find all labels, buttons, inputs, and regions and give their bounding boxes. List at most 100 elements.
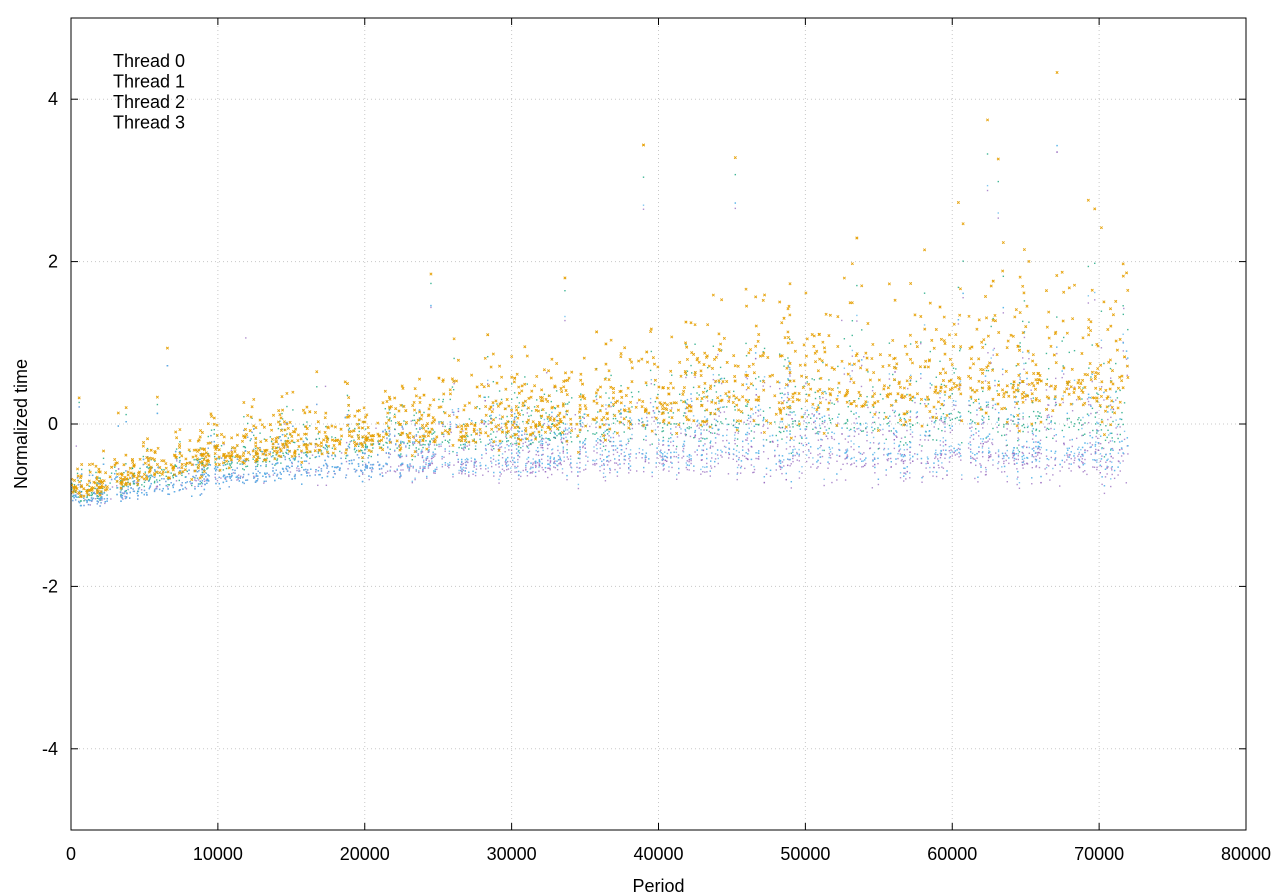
data-point <box>149 485 152 487</box>
data-point <box>909 416 912 418</box>
data-point <box>565 440 567 443</box>
data-point <box>1103 362 1105 365</box>
data-point <box>827 467 829 469</box>
data-point <box>898 450 900 453</box>
data-point <box>169 478 171 480</box>
data-point <box>473 440 475 442</box>
data-point <box>708 430 710 433</box>
data-point <box>642 449 644 451</box>
data-point <box>1081 458 1084 460</box>
data-point <box>213 445 215 447</box>
data-point <box>769 475 772 477</box>
data-point <box>579 450 581 453</box>
data-point <box>393 434 396 437</box>
data-point <box>1127 453 1129 455</box>
data-point <box>706 389 709 392</box>
data-point <box>448 452 451 455</box>
data-point <box>139 475 141 477</box>
data-point <box>911 436 914 438</box>
data-point <box>919 434 922 436</box>
data-point <box>982 422 984 424</box>
data-point <box>1096 392 1098 394</box>
data-point <box>480 422 483 424</box>
data-point <box>347 468 349 470</box>
data-point <box>480 467 482 470</box>
data-point <box>158 488 161 491</box>
data-point <box>276 475 278 477</box>
data-point <box>747 414 750 417</box>
data-point <box>985 369 988 372</box>
data-point <box>1102 447 1105 450</box>
data-point <box>678 422 681 424</box>
data-point <box>624 459 627 461</box>
data-point <box>787 391 789 394</box>
data-point <box>863 356 865 358</box>
data-point <box>714 465 716 468</box>
data-point <box>579 420 581 423</box>
data-point <box>100 502 102 504</box>
data-point <box>690 455 692 457</box>
data-point <box>195 458 197 461</box>
data-point <box>456 454 458 456</box>
data-point <box>268 473 270 476</box>
data-point <box>991 407 994 409</box>
data-point <box>850 410 852 413</box>
data-point <box>659 422 661 424</box>
data-point <box>428 460 430 462</box>
data-point <box>561 442 564 444</box>
data-point <box>987 369 990 372</box>
data-point <box>449 398 451 401</box>
data-point <box>1086 473 1088 476</box>
data-point <box>1070 470 1072 472</box>
data-point <box>623 431 625 433</box>
data-point <box>778 459 781 461</box>
data-point <box>887 448 890 450</box>
data-point <box>372 463 375 466</box>
data-point <box>422 467 424 469</box>
data-point <box>460 435 463 438</box>
data-point <box>1054 404 1057 407</box>
data-point <box>347 409 350 412</box>
data-point <box>1099 442 1102 445</box>
data-point <box>78 406 80 408</box>
data-point <box>1086 442 1089 445</box>
data-point <box>402 469 404 471</box>
data-point <box>649 444 651 446</box>
data-point <box>389 417 391 419</box>
data-point <box>779 466 781 468</box>
data-point <box>903 480 905 482</box>
data-point <box>728 398 730 400</box>
data-point <box>94 498 97 500</box>
data-point <box>939 360 941 363</box>
data-point <box>556 468 559 471</box>
data-point <box>532 441 534 444</box>
data-point <box>531 410 533 412</box>
data-point <box>938 466 940 469</box>
data-point <box>623 462 625 465</box>
data-point <box>892 373 894 376</box>
data-point <box>399 456 402 459</box>
data-point <box>778 465 781 467</box>
data-point <box>569 432 572 434</box>
data-point <box>540 458 543 461</box>
data-point <box>159 484 161 486</box>
data-point <box>732 424 734 427</box>
data-point <box>1034 422 1037 424</box>
data-point <box>620 416 622 418</box>
data-point <box>133 480 136 482</box>
data-point <box>644 426 647 429</box>
data-point <box>958 386 961 388</box>
data-point <box>434 448 436 450</box>
data-point <box>465 461 467 463</box>
data-point <box>353 459 355 461</box>
data-point <box>535 453 537 456</box>
data-point <box>314 446 317 448</box>
data-point <box>292 441 295 443</box>
data-point <box>1119 462 1121 464</box>
data-point <box>837 400 839 403</box>
data-point <box>1066 417 1068 420</box>
data-point <box>510 471 512 473</box>
data-point <box>606 460 609 462</box>
data-point <box>505 437 508 439</box>
data-point <box>877 483 880 486</box>
